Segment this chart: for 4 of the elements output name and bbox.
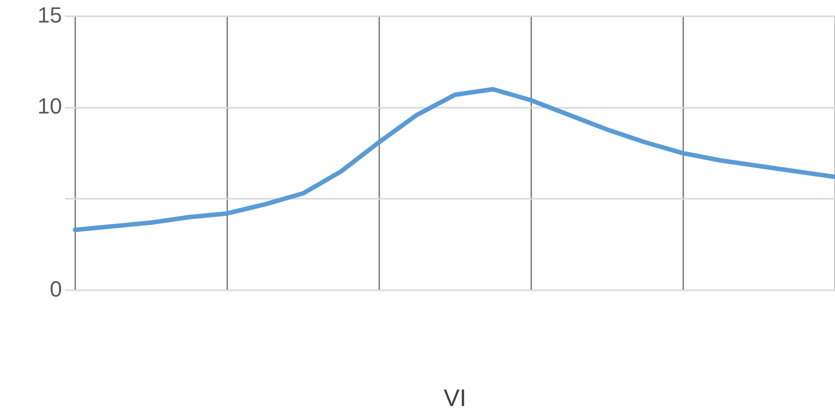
y-tick-label: 15 (38, 2, 62, 28)
x-axis-title: VI (444, 385, 466, 412)
y-tick-label: 0 (50, 276, 62, 302)
y-tick-label: 10 (38, 94, 62, 119)
